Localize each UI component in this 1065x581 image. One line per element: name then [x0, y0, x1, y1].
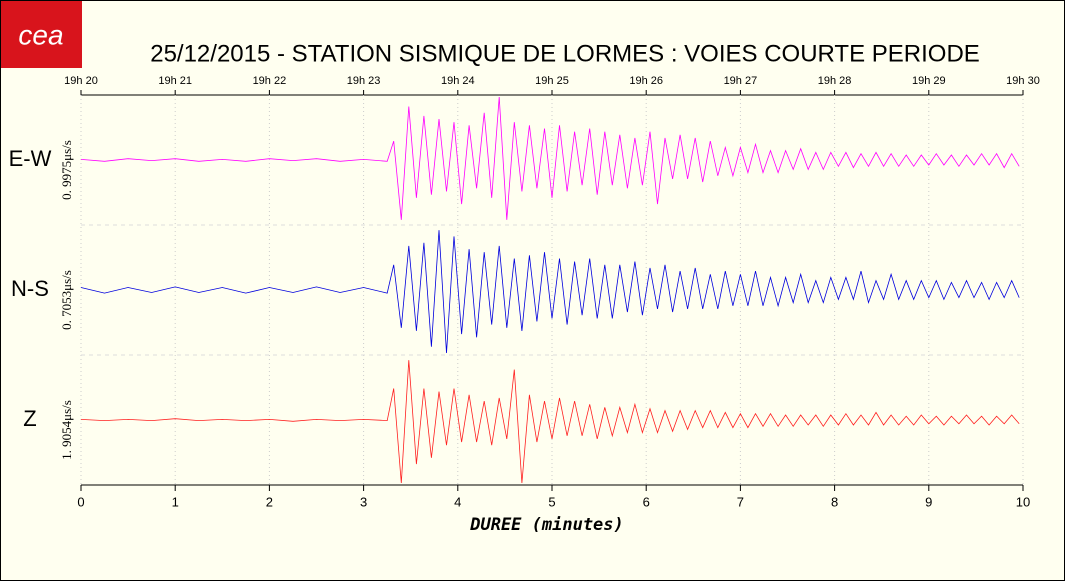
top-tick-label: 19h 27 [724, 75, 758, 87]
chart-title: 25/12/2015 - STATION SISMIQUE DE LORMES … [150, 40, 980, 67]
channel-scale: 1. 9054μs/s [59, 400, 74, 460]
top-tick-label: 19h 20 [64, 75, 98, 87]
x-axis-title: DUREE (minutes) [469, 515, 624, 535]
top-tick-label: 19h 22 [253, 75, 287, 87]
x-tick-label: 9 [925, 494, 932, 509]
top-tick-label: 19h 28 [818, 75, 852, 87]
x-tick-label: 8 [831, 494, 838, 509]
top-tick-label: 19h 24 [441, 75, 475, 87]
logo: cea [18, 19, 63, 50]
x-tick-label: 3 [360, 494, 367, 509]
logo-box [1, 1, 82, 68]
x-tick-label: 5 [548, 494, 555, 509]
top-tick-label: 19h 26 [629, 75, 663, 87]
x-tick-label: 2 [266, 494, 273, 509]
top-tick-label: 19h 30 [1006, 75, 1040, 87]
top-tick-label: 19h 23 [347, 75, 381, 87]
top-tick-label: 19h 29 [912, 75, 946, 87]
channel-scale: 0. 9975μs/s [59, 140, 74, 200]
x-tick-label: 7 [737, 494, 744, 509]
trace [80, 360, 1020, 484]
channel-label: Z [23, 406, 36, 431]
x-tick-label: 10 [1016, 494, 1030, 509]
x-tick-label: 0 [77, 494, 84, 509]
x-tick-label: 4 [454, 494, 461, 509]
channel-label: E-W [9, 146, 52, 171]
x-tick-label: 1 [172, 494, 179, 509]
trace [80, 230, 1020, 354]
trace [80, 96, 1020, 220]
top-tick-label: 19h 25 [535, 75, 569, 87]
channel-scale: 0. 7053μs/s [59, 270, 74, 330]
x-tick-label: 6 [643, 494, 650, 509]
channel-label: N-S [11, 276, 49, 301]
top-tick-label: 19h 21 [158, 75, 192, 87]
